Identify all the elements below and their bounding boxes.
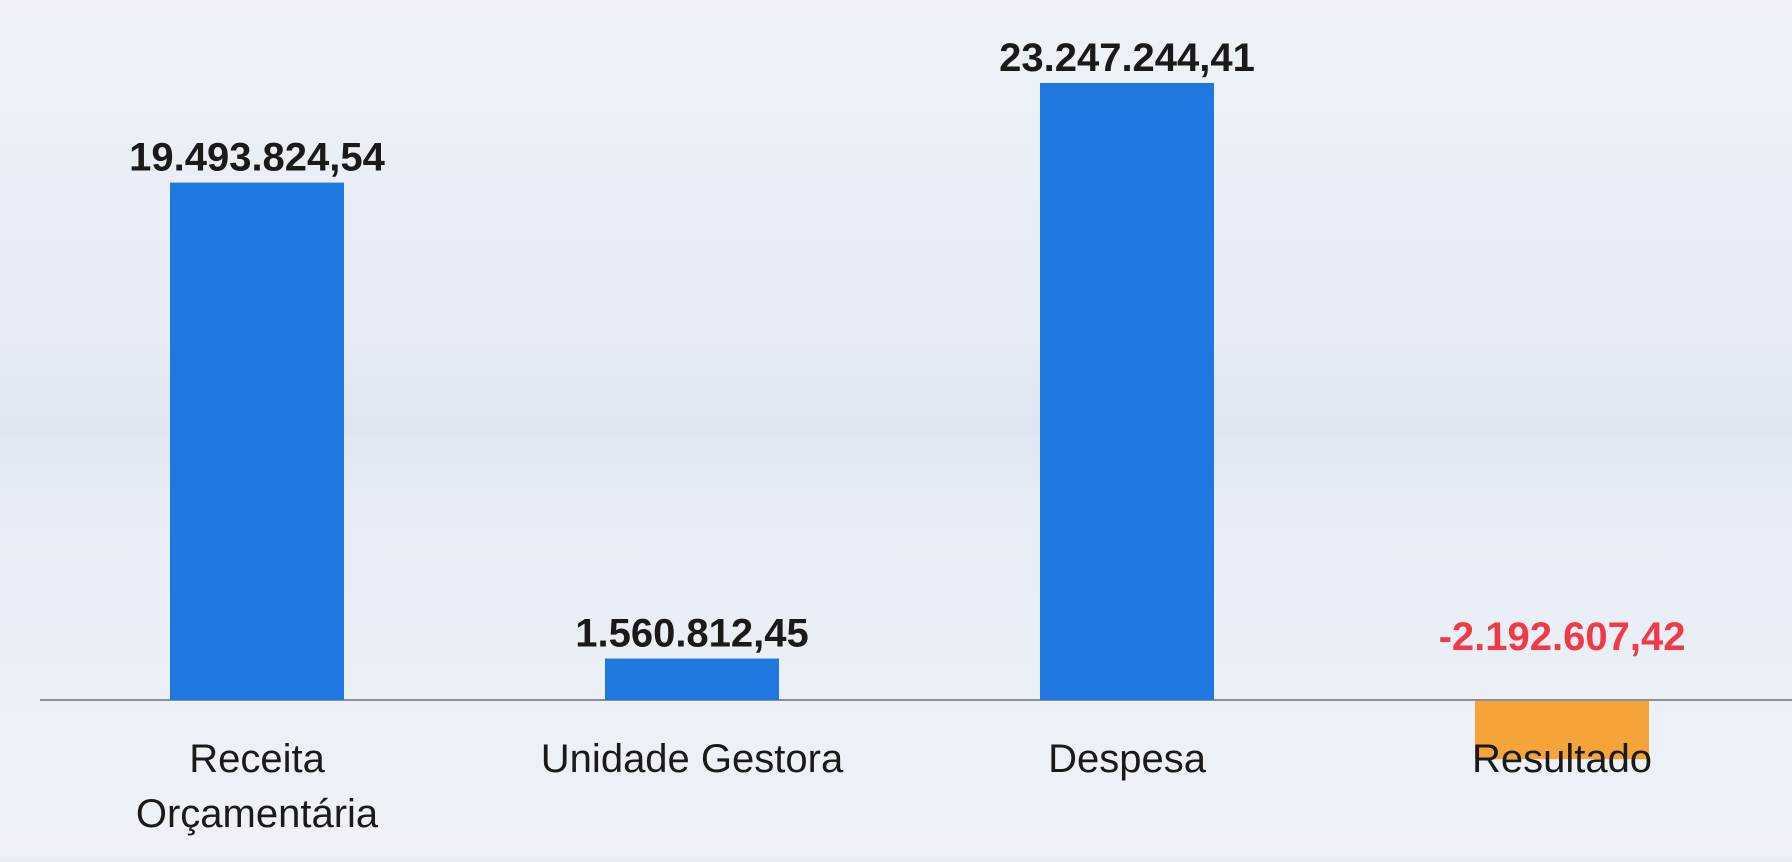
- category-label-1: Unidade Gestora: [541, 737, 844, 781]
- value-label-0: 19.493.824,54: [129, 136, 386, 180]
- value-labels-group: 19.493.824,54 1.560.812,45 23.247.244,41 -2…: [129, 36, 1685, 659]
- bar-0: [170, 182, 344, 700]
- category-label-3: Resultado: [1472, 737, 1652, 781]
- category-label-line: Resultado: [1472, 737, 1652, 781]
- category-label-line: Orçamentária: [136, 792, 379, 836]
- category-label-2: Despesa: [1048, 737, 1207, 781]
- bar-1: [605, 658, 779, 700]
- bars-group: [170, 83, 1649, 760]
- value-label-2: 23.247.244,41: [999, 36, 1255, 80]
- category-label-line: Unidade Gestora: [541, 737, 844, 781]
- bar-3: [1475, 701, 1649, 760]
- category-label-line: Receita: [189, 737, 325, 781]
- category-label-0: Receita Orçamentária: [136, 737, 379, 836]
- category-label-line: Despesa: [1048, 737, 1207, 781]
- category-labels-group: Receita Orçamentária Unidade Gestora Despes…: [136, 737, 1652, 836]
- value-label-1: 1.560.812,45: [575, 612, 809, 656]
- bar-2: [1040, 83, 1214, 700]
- value-label-3: -2.192.607,42: [1439, 615, 1686, 659]
